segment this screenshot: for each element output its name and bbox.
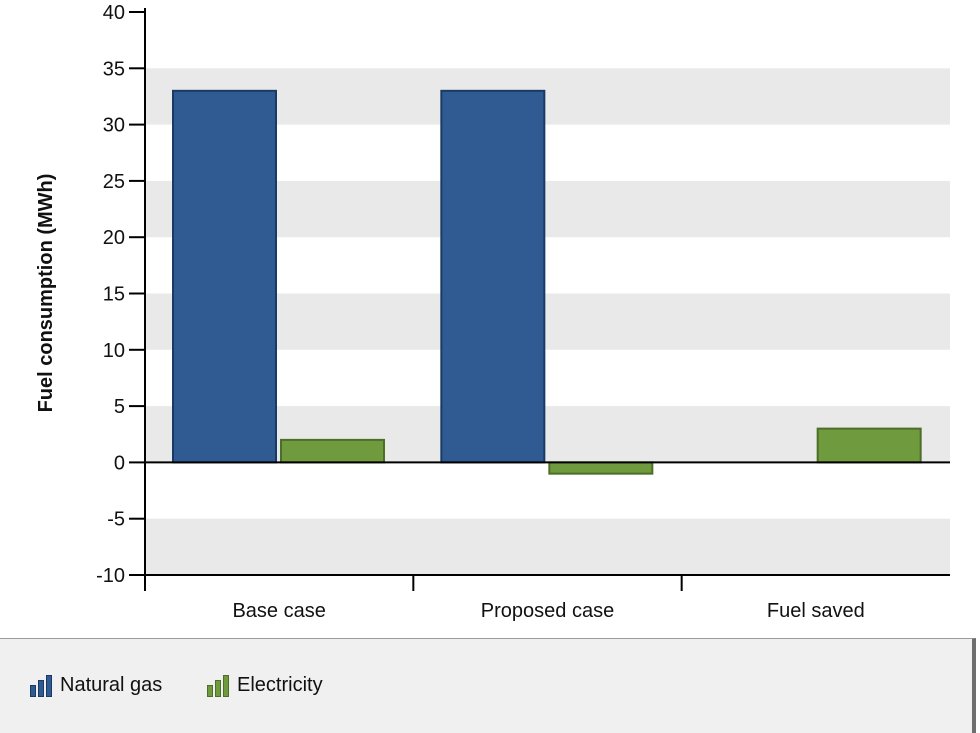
legend-icon-bar [30,685,36,697]
y-tick-label: -10 [96,565,125,587]
grid-bands [145,68,950,575]
grid-band [145,518,950,575]
legend-item-electricity: Electricity [207,673,323,697]
legend-item-natural-gas: Natural gas [30,673,162,697]
y-tick-label: 0 [114,452,125,474]
legend-label-natural-gas: Natural gas [60,673,163,696]
y-tick-label: 25 [103,171,125,193]
y-tick-label: 40 [103,2,125,24]
x-axis-ticks: Base case Proposed case Fuel saved [232,575,865,622]
y-tick-label: 35 [103,58,125,80]
axes [144,8,950,591]
bar-natural-gas-proposed-case [440,89,546,464]
legend-icon-bar [215,680,221,697]
y-tick-label: 15 [103,284,125,306]
bar-electricity-base-case [280,438,385,464]
bar-electricity-proposed-case [548,461,654,475]
legend-icon-bar [207,685,213,697]
legend: Natural gas Electricity [0,638,976,733]
x-tick-label: Base case [232,600,325,622]
bar-chart-icon [207,673,231,697]
y-tick-label: 10 [103,340,125,362]
legend-icon-bar [38,680,44,697]
bar-natural-gas-base-case [172,89,277,464]
y-axis-ticks: 40 35 30 25 20 15 10 5 0 -5 -10 [96,2,145,587]
legend-label-electricity: Electricity [237,673,323,696]
bars [172,89,922,475]
legend-icon-bar [223,675,229,697]
y-tick-label: -5 [107,509,125,531]
y-axis-title: Fuel consumption (MWh) [35,174,57,413]
grid-band [145,406,950,463]
x-tick-label: Fuel saved [767,600,865,622]
y-tick-label: 5 [114,396,125,418]
grid-band [145,180,950,238]
bar-chart: 40 35 30 25 20 15 10 5 0 -5 -10 Base case Proposed … [35,2,950,622]
grid-band [145,293,950,350]
y-tick-label: 30 [103,115,125,137]
grid-band [145,68,950,125]
x-tick-label: Proposed case [481,600,614,622]
legend-icon-bar [46,675,52,697]
bar-electricity-fuel-saved [816,427,922,464]
y-tick-label: 20 [103,227,125,249]
bar-chart-icon [30,673,54,697]
